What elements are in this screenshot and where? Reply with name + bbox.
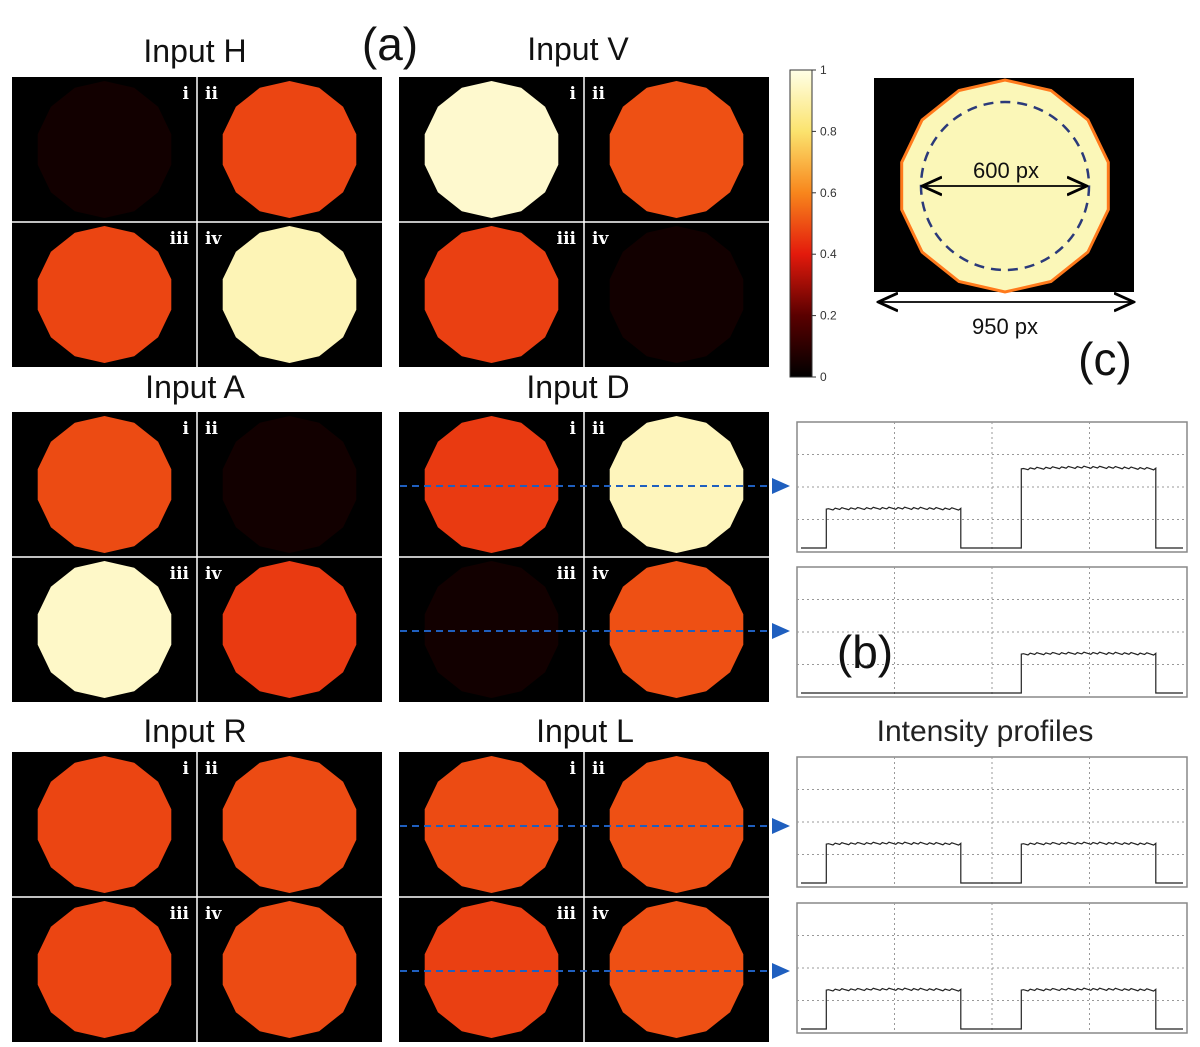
profile-plot-1 xyxy=(796,421,1188,553)
panel-a-label: (a) xyxy=(362,18,418,70)
profile-plot-2 xyxy=(796,566,1188,698)
beam-spot-ii xyxy=(609,81,744,218)
beam-spot-i xyxy=(37,756,172,893)
quadrant-label-i: i xyxy=(570,759,577,779)
quadrant-label-ii: ii xyxy=(205,759,218,779)
beam-spot-iv xyxy=(609,561,744,698)
quadrant-label-i: i xyxy=(183,759,190,779)
quadrant-label-iv: iv xyxy=(592,229,609,249)
quadrant-label-iii: iii xyxy=(170,904,190,924)
beam-spot-ii xyxy=(222,416,357,553)
profile-trace xyxy=(801,841,1183,884)
profile-trace xyxy=(801,465,1183,549)
beam-spot-iii xyxy=(424,561,559,698)
beam-spot-ii xyxy=(609,416,744,553)
intensity-profiles xyxy=(796,421,1188,1034)
colorbar-tick-label: 0.8 xyxy=(820,124,837,138)
quadrant-label-iii: iii xyxy=(170,564,190,584)
quadrant-label-iii: iii xyxy=(557,904,577,924)
quadrant-label-iv: iv xyxy=(592,904,609,924)
beam-spot-iv xyxy=(222,226,357,363)
quadrant-label-iii: iii xyxy=(170,229,190,249)
beam-spot-ii xyxy=(222,756,357,893)
panel-c: 600 px 950 px (c) xyxy=(874,78,1134,385)
beam-spot-iv xyxy=(222,561,357,698)
quadrant-label-iii: iii xyxy=(557,564,577,584)
group-title-d: Input D xyxy=(526,369,629,405)
group-title-l: Input L xyxy=(536,713,634,749)
quadrant-label-i: i xyxy=(570,84,577,104)
quadrant-label-iv: iv xyxy=(205,229,222,249)
colorbar-tick-label: 0.6 xyxy=(820,186,837,200)
quadrant-label-ii: ii xyxy=(592,84,605,104)
beam-spot-ii xyxy=(609,756,744,893)
beam-spot-i xyxy=(424,416,559,553)
outer-dimension-label: 950 px xyxy=(972,314,1038,339)
quadrant-label-iv: iv xyxy=(205,564,222,584)
group-title-a: Input A xyxy=(145,369,245,405)
group-title-v: Input V xyxy=(527,31,629,67)
beam-spot-i xyxy=(37,416,172,553)
beam-spot-iii xyxy=(424,226,559,363)
beam-spot-i xyxy=(424,81,559,218)
quadrant-label-i: i xyxy=(570,419,577,439)
profile-plot-4 xyxy=(796,902,1188,1034)
quadrant-label-i: i xyxy=(183,419,190,439)
beam-spot-iv xyxy=(222,901,357,1038)
beam-spot-i xyxy=(37,81,172,218)
quadrant-label-ii: ii xyxy=(592,419,605,439)
beam-spot-iii xyxy=(37,901,172,1038)
beam-spot-iv xyxy=(609,901,744,1038)
quadrant-label-iv: iv xyxy=(205,904,222,924)
colorbar-gradient xyxy=(789,69,813,378)
profiles-caption: Intensity profiles xyxy=(877,715,1094,748)
quadrant-label-ii: ii xyxy=(592,759,605,779)
colorbar-tick-label: 0.2 xyxy=(820,309,837,323)
quadrant-label-iv: iv xyxy=(592,564,609,584)
colorbar-tick-label: 0.4 xyxy=(820,247,837,261)
colorbar-tick-label: 0 xyxy=(820,370,827,384)
group-title-r: Input R xyxy=(143,713,246,749)
beam-spot-ii xyxy=(222,81,357,218)
profile-trace xyxy=(801,651,1183,694)
quadrant-label-ii: ii xyxy=(205,84,218,104)
panel-c-label: (c) xyxy=(1078,333,1132,385)
colorbar-tick-label: 1 xyxy=(820,63,827,77)
group-title-h: Input H xyxy=(143,33,246,69)
beam-spot-iii xyxy=(37,226,172,363)
profile-arrows xyxy=(400,478,790,979)
profile-plot-3 xyxy=(796,756,1188,888)
inner-dimension-label: 600 px xyxy=(973,158,1039,183)
beam-spot-iii xyxy=(37,561,172,698)
quadrant-label-ii: ii xyxy=(205,419,218,439)
profile-trace xyxy=(801,987,1183,1030)
colorbar: 0 0.2 0.4 0.6 0.8 1 xyxy=(789,63,837,384)
beam-spot-iii xyxy=(424,901,559,1038)
panel-b-label: (b) xyxy=(837,626,893,678)
quadrant-label-iii: iii xyxy=(557,229,577,249)
quadrant-label-i: i xyxy=(183,84,190,104)
beam-spot-i xyxy=(424,756,559,893)
beam-spot-iv xyxy=(609,226,744,363)
